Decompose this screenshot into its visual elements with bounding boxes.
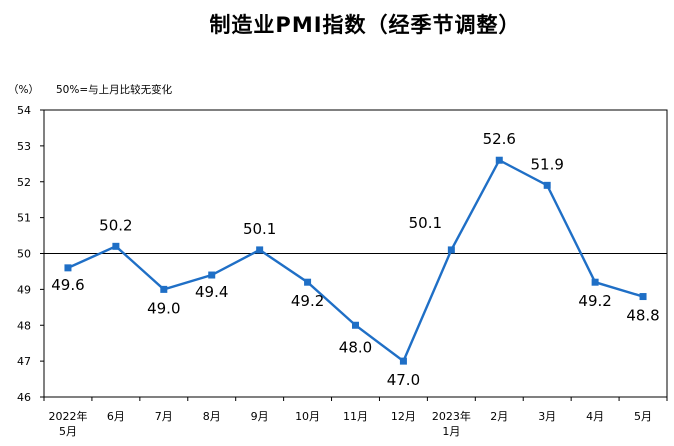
data-label: 49.2 xyxy=(578,292,611,310)
x-tick-label: 2023年 1月 xyxy=(432,409,471,438)
data-point xyxy=(256,246,264,254)
y-tick-label: 50 xyxy=(17,248,31,261)
data-point xyxy=(112,242,120,250)
x-tick-label: 10月 xyxy=(295,410,320,423)
x-tick-label: 9月 xyxy=(251,410,269,423)
y-tick-label: 52 xyxy=(17,176,31,189)
data-label: 49.0 xyxy=(147,299,180,317)
data-label: 50.1 xyxy=(243,220,276,238)
data-point xyxy=(64,264,72,272)
x-tick-label: 7月 xyxy=(155,410,173,423)
data-label: 49.6 xyxy=(51,276,84,294)
data-point xyxy=(304,278,312,286)
y-tick-label: 49 xyxy=(17,283,31,296)
data-point xyxy=(543,181,551,189)
data-label: 48.0 xyxy=(339,338,372,356)
y-tick-label: 48 xyxy=(17,319,31,332)
x-tick-label: 3月 xyxy=(538,410,556,423)
data-label: 49.4 xyxy=(195,283,228,301)
y-tick-label: 46 xyxy=(17,391,31,404)
data-label: 52.6 xyxy=(483,130,516,148)
data-label: 50.1 xyxy=(409,214,442,232)
series-line xyxy=(67,158,644,363)
x-tick-label: 2月 xyxy=(490,410,508,423)
y-tick-label: 54 xyxy=(17,104,31,117)
y-tick-label: 47 xyxy=(17,355,31,368)
y-axis: 46 47 48 49 50 51 52 53 54 xyxy=(17,104,44,404)
data-point xyxy=(160,285,168,293)
x-tick-label: 5月 xyxy=(634,410,652,423)
data-point xyxy=(352,321,359,329)
data-point xyxy=(399,357,407,365)
x-tick-label: 11月 xyxy=(343,410,368,423)
y-tick-label: 53 xyxy=(17,140,31,153)
data-points xyxy=(64,156,647,365)
data-point xyxy=(447,246,455,254)
data-point xyxy=(208,271,216,279)
x-tick-label: 4月 xyxy=(586,410,604,423)
y-tick-label: 51 xyxy=(17,212,31,225)
data-label: 50.2 xyxy=(99,216,132,234)
chart-title: 制造业PMI指数（经季节调整） xyxy=(209,13,520,37)
data-point xyxy=(591,278,599,286)
data-label: 49.2 xyxy=(291,292,324,310)
data-label: 48.8 xyxy=(626,307,659,325)
data-point xyxy=(495,156,503,164)
data-label: 47.0 xyxy=(387,371,420,389)
data-labels: 49.6 50.2 49.0 49.4 50.1 49.2 48.0 47.0 50.1 52.6… xyxy=(51,130,659,389)
x-tick-label: 6月 xyxy=(107,410,125,423)
x-tick-label: 2022年 5月 xyxy=(48,409,87,438)
x-tick-label: 8月 xyxy=(203,410,221,423)
x-tick-label: 12月 xyxy=(391,410,416,423)
x-axis: 2022年 5月 6月 7月 8月 9月 10月 11月 12月 2023年 1月 2月 3月 4月 5月 xyxy=(43,397,668,438)
y-axis-unit: （%） xyxy=(8,84,39,96)
data-point xyxy=(639,293,647,301)
reference-annotation: 50%=与上月比较无变化 xyxy=(56,83,173,96)
data-label: 51.9 xyxy=(530,155,563,173)
